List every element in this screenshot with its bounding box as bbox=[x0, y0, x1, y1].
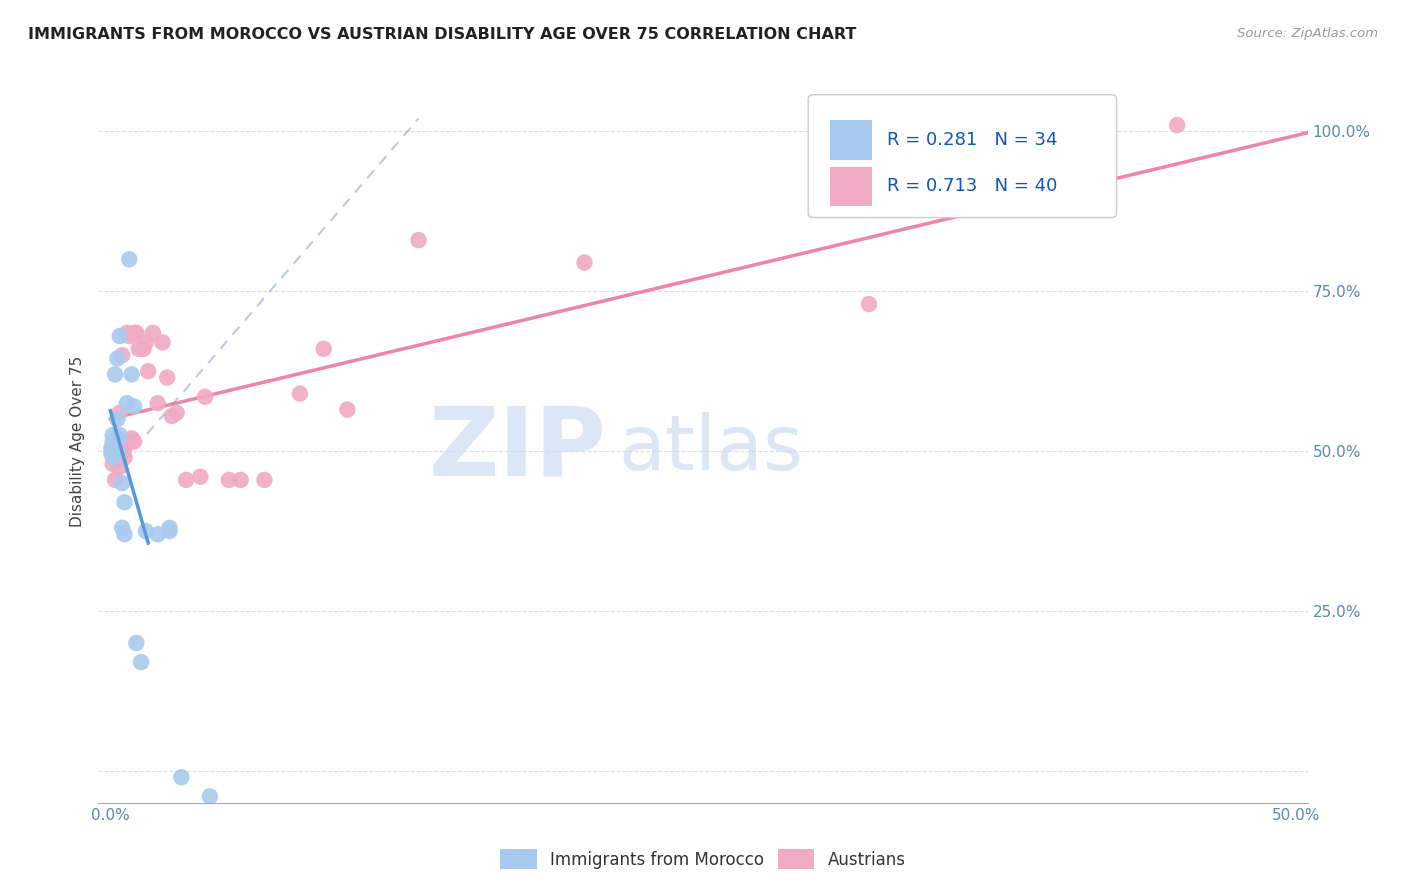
Text: R = 0.713   N = 40: R = 0.713 N = 40 bbox=[887, 178, 1057, 195]
Text: ZIP: ZIP bbox=[429, 402, 606, 495]
Point bbox=[336, 402, 359, 417]
Point bbox=[111, 444, 134, 458]
FancyBboxPatch shape bbox=[808, 95, 1116, 218]
Point bbox=[108, 406, 131, 420]
Point bbox=[146, 527, 169, 541]
Point bbox=[152, 335, 174, 350]
Point bbox=[129, 655, 152, 669]
Point bbox=[118, 252, 141, 267]
Point bbox=[104, 368, 127, 382]
Point bbox=[114, 495, 136, 509]
Point bbox=[105, 412, 128, 426]
Point bbox=[132, 342, 155, 356]
Point bbox=[159, 521, 181, 535]
Point bbox=[288, 386, 311, 401]
Point bbox=[858, 297, 880, 311]
Point bbox=[104, 434, 127, 449]
Point bbox=[142, 326, 165, 340]
Point bbox=[166, 406, 188, 420]
Point bbox=[111, 521, 134, 535]
Point bbox=[101, 428, 124, 442]
Point bbox=[160, 409, 183, 423]
Bar bbox=[830, 167, 872, 206]
Point bbox=[159, 524, 181, 538]
Point bbox=[111, 476, 134, 491]
Point bbox=[146, 396, 169, 410]
Point bbox=[156, 370, 179, 384]
Point bbox=[190, 469, 212, 483]
Point bbox=[122, 400, 145, 414]
Point bbox=[108, 460, 131, 475]
Point bbox=[103, 450, 125, 465]
Point bbox=[253, 473, 276, 487]
Text: Source: ZipAtlas.com: Source: ZipAtlas.com bbox=[1237, 27, 1378, 40]
Point bbox=[104, 441, 127, 455]
Point bbox=[198, 789, 221, 804]
Point bbox=[105, 444, 128, 458]
Point bbox=[105, 431, 128, 445]
Point bbox=[115, 434, 138, 449]
Point bbox=[121, 368, 143, 382]
Point bbox=[128, 342, 150, 356]
Point bbox=[101, 444, 124, 458]
Point bbox=[101, 457, 124, 471]
Legend: Immigrants from Morocco, Austrians: Immigrants from Morocco, Austrians bbox=[492, 840, 914, 878]
Point bbox=[229, 473, 252, 487]
Point bbox=[105, 351, 128, 366]
Point bbox=[118, 329, 141, 343]
Point bbox=[100, 444, 122, 458]
Point bbox=[125, 636, 148, 650]
Point bbox=[408, 233, 430, 247]
Point bbox=[174, 473, 197, 487]
Point bbox=[135, 335, 157, 350]
Point bbox=[194, 390, 217, 404]
Point bbox=[114, 441, 136, 455]
Point bbox=[218, 473, 240, 487]
Text: R = 0.281   N = 34: R = 0.281 N = 34 bbox=[887, 131, 1057, 149]
Point bbox=[104, 473, 127, 487]
Point bbox=[312, 342, 335, 356]
Point bbox=[136, 364, 159, 378]
Point bbox=[115, 326, 138, 340]
Point bbox=[135, 524, 157, 538]
Text: IMMIGRANTS FROM MOROCCO VS AUSTRIAN DISABILITY AGE OVER 75 CORRELATION CHART: IMMIGRANTS FROM MOROCCO VS AUSTRIAN DISA… bbox=[28, 27, 856, 42]
Point bbox=[574, 255, 596, 269]
Point bbox=[100, 447, 122, 461]
Point bbox=[125, 326, 148, 340]
Bar bbox=[830, 120, 872, 161]
Y-axis label: Disability Age Over 75: Disability Age Over 75 bbox=[70, 356, 86, 527]
Point bbox=[101, 434, 124, 449]
Point bbox=[111, 348, 134, 362]
Point bbox=[122, 326, 145, 340]
Text: atlas: atlas bbox=[619, 412, 803, 486]
Point bbox=[105, 444, 128, 458]
Point bbox=[108, 428, 131, 442]
Point bbox=[115, 396, 138, 410]
Point bbox=[100, 441, 122, 455]
Point bbox=[122, 434, 145, 449]
Point bbox=[105, 431, 128, 445]
Point bbox=[114, 450, 136, 465]
Point bbox=[114, 527, 136, 541]
Point bbox=[170, 770, 193, 784]
Point bbox=[104, 444, 127, 458]
Point bbox=[108, 329, 131, 343]
Point bbox=[103, 441, 125, 455]
Point bbox=[121, 431, 143, 445]
Point bbox=[1166, 118, 1188, 132]
